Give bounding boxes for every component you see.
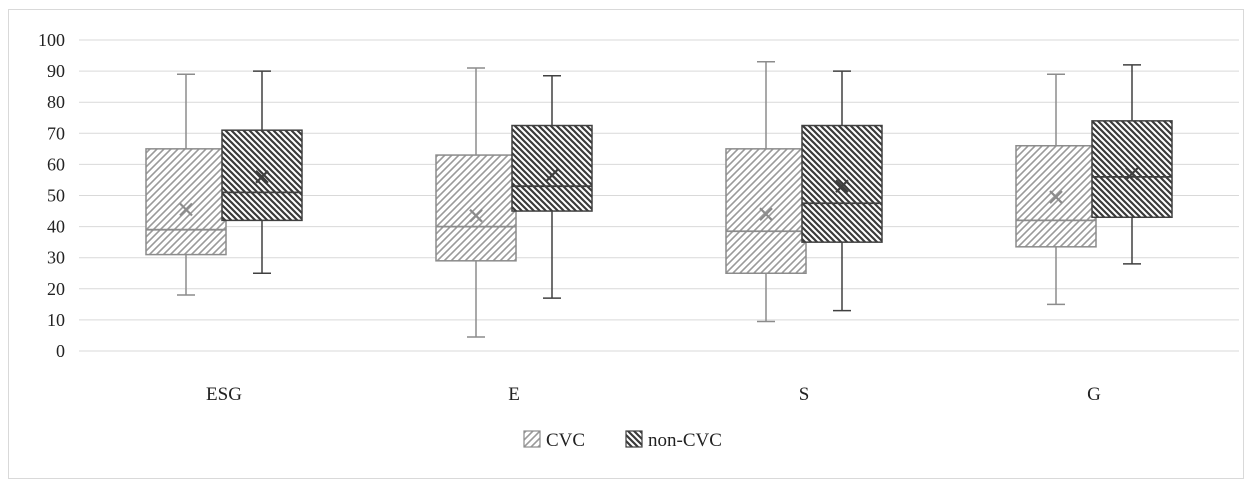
chart-frame: 0 10 20 30 40 50 60 70 80 90 100 ESG E S G CVC non-CVC <box>8 9 1244 479</box>
y-tick-label: 80 <box>47 92 65 112</box>
iqr-box <box>801 124 883 243</box>
mean-marker-stroke <box>469 208 483 223</box>
x-category-label: ESG <box>206 384 242 405</box>
iqr-box <box>725 148 807 275</box>
mean-marker <box>1049 190 1063 204</box>
y-tick-label: 40 <box>47 217 65 237</box>
x-category-label: G <box>1087 384 1101 405</box>
box-non-cvc-s <box>801 70 883 312</box>
x-category-label: S <box>799 384 810 405</box>
mean-marker-stroke <box>759 207 773 221</box>
iqr-box <box>511 124 593 212</box>
mean-marker <box>545 168 559 183</box>
legend-item-cvc: CVC <box>523 430 585 451</box>
x-axis-labels: ESG E S G <box>206 384 1101 405</box>
box-cvc-s <box>725 61 807 323</box>
box-cvc-esg <box>145 73 227 296</box>
iqr-box <box>435 154 517 262</box>
plot-area <box>145 61 1173 338</box>
y-tick-label: 0 <box>56 341 65 361</box>
box-non-cvc-esg <box>221 70 303 274</box>
mean-marker <box>759 207 773 221</box>
iqr-box <box>1091 120 1173 219</box>
mean-marker <box>1125 166 1139 181</box>
y-tick-label: 20 <box>47 279 65 299</box>
mean-marker-stroke <box>179 202 193 217</box>
legend: CVC non-CVC <box>523 430 722 451</box>
y-tick-label: 10 <box>47 310 65 330</box>
y-tick-label: 90 <box>47 61 65 81</box>
mean-marker-stroke <box>835 179 849 193</box>
legend-label: non-CVC <box>648 430 722 451</box>
y-tick-label: 30 <box>47 248 65 268</box>
x-category-label: E <box>508 384 520 405</box>
mean-marker-stroke <box>1049 190 1063 204</box>
legend-item-non-cvc: non-CVC <box>625 430 722 451</box>
mean-marker <box>469 208 483 223</box>
mean-marker-stroke <box>255 170 269 184</box>
mean-marker-stroke <box>545 168 559 183</box>
mean-marker <box>835 179 849 193</box>
box-non-cvc-e <box>511 75 593 299</box>
box-non-cvc-g <box>1091 64 1173 265</box>
y-axis: 0 10 20 30 40 50 60 70 80 90 100 <box>38 30 65 361</box>
legend-swatch <box>625 430 643 448</box>
iqr-box <box>145 148 227 256</box>
mean-marker <box>179 202 193 217</box>
y-tick-label: 70 <box>47 123 65 143</box>
mean-marker <box>255 170 269 184</box>
iqr-box <box>221 129 303 222</box>
box-cvc-e <box>435 67 517 338</box>
y-tick-label: 100 <box>38 30 65 50</box>
box-cvc-g <box>1015 73 1097 306</box>
y-tick-label: 50 <box>47 186 65 206</box>
y-tick-label: 60 <box>47 154 65 174</box>
mean-marker-stroke <box>1125 166 1139 181</box>
legend-swatch <box>523 430 541 448</box>
legend-label: CVC <box>546 430 585 451</box>
